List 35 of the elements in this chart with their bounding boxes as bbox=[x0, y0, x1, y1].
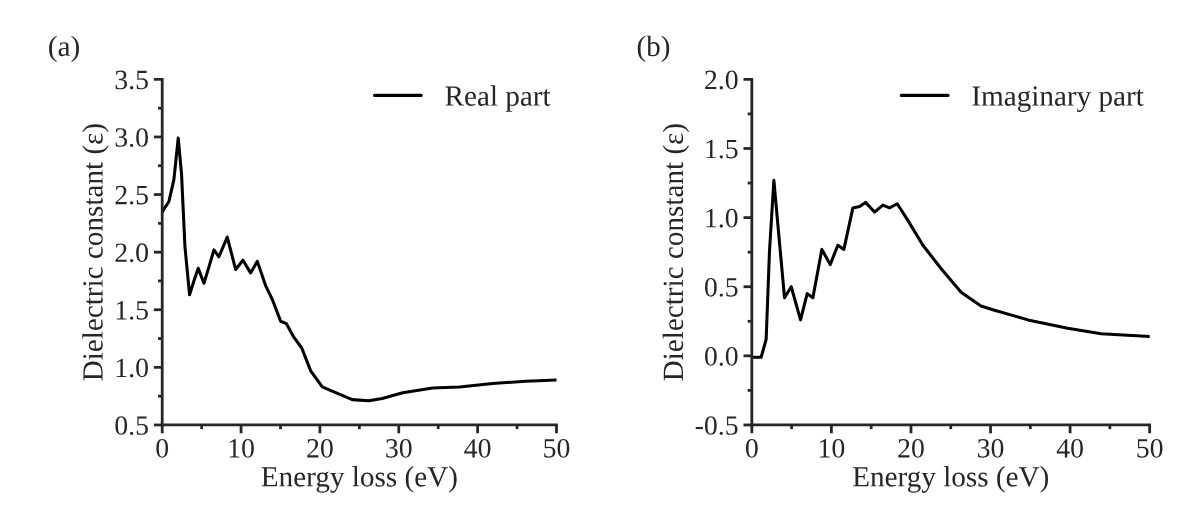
x-axis-title: Energy loss (eV) bbox=[261, 466, 457, 493]
legend-label: Imaginary part bbox=[972, 86, 1144, 112]
y-tick-label: 1.0 bbox=[116, 358, 148, 378]
text: (b) bbox=[637, 35, 670, 63]
y-tick-label: 2.5 bbox=[115, 185, 148, 205]
y-axis-title: Dielectric constant (ε) bbox=[662, 124, 690, 381]
y-tick-label: 0.5 bbox=[704, 277, 738, 297]
line-series bbox=[162, 136, 557, 403]
y-tick-label: 0.5 bbox=[115, 416, 148, 435]
x-tick-label: 40 bbox=[464, 438, 491, 458]
x-tick-label: 10 bbox=[229, 438, 254, 458]
y-tick-label: 1.0 bbox=[706, 208, 738, 228]
y-tick-label: 2.0 bbox=[115, 243, 148, 263]
y-tick-label: 3.5 bbox=[115, 70, 148, 90]
y-axis-title: Dielectric constant (ε) bbox=[82, 124, 109, 381]
y-tick-label: 1.5 bbox=[116, 301, 148, 320]
x-tick-label: 10 bbox=[819, 438, 845, 458]
y-tick-label: 0.0 bbox=[704, 347, 738, 366]
x-tick-label: 50 bbox=[544, 438, 570, 458]
y-tick-label: -0.5 bbox=[695, 416, 738, 435]
y-tick-label: 1.5 bbox=[706, 139, 738, 159]
x-tick-label: 20 bbox=[307, 438, 333, 458]
x-tick-label: 50 bbox=[1137, 438, 1163, 458]
x-tick-label: 40 bbox=[1056, 438, 1083, 458]
x-tick-label: 30 bbox=[977, 438, 1004, 458]
y-tick-label: 2.0 bbox=[705, 70, 738, 90]
x-tick-label: 20 bbox=[898, 438, 924, 458]
legend-label: Real part bbox=[445, 85, 551, 112]
x-axis-title: Energy loss (eV) bbox=[853, 466, 1049, 493]
x-tick-label: 0 bbox=[745, 438, 758, 458]
line-series bbox=[751, 178, 1150, 359]
text: (a) bbox=[49, 35, 79, 63]
y-tick-label: 3.0 bbox=[115, 128, 148, 147]
x-tick-label: 30 bbox=[386, 438, 412, 458]
x-tick-label: 0 bbox=[156, 438, 169, 458]
